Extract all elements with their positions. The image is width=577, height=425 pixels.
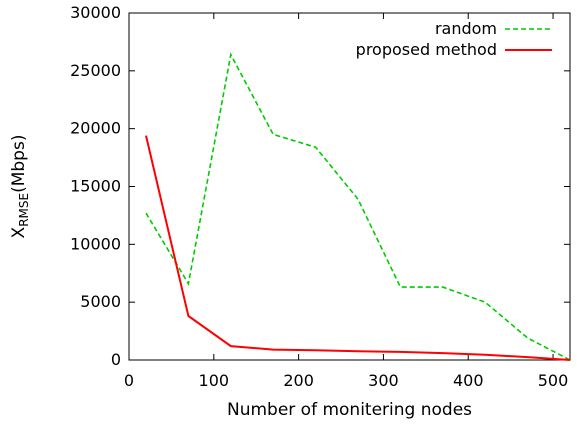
legend-label: proposed method [356,40,497,59]
x-tick-label: 0 [124,371,134,390]
x-tick-label: 200 [283,371,314,390]
y-axis-label-unit: (Mbps) [9,135,29,193]
legend: random proposed method [356,19,552,59]
x-tick-label: 100 [199,371,230,390]
y-tick-label: 25000 [70,61,121,80]
y-tick-label: 10000 [70,234,121,253]
plot-frame [128,12,571,361]
plot-area: 0 5000 10000 15000 20000 25000 30000 0 100 200 30… [70,3,571,390]
series-line-random [145,52,571,361]
x-tick-label: 300 [368,371,399,390]
legend-label: random [435,19,497,38]
y-tick-label: 30000 [70,3,121,22]
y-tick-label: 20000 [70,119,121,138]
y-axis-label: XRMSE(Mbps) [9,135,31,239]
y-tick-label: 0 [111,350,121,369]
x-tick-label: 400 [453,371,484,390]
x-axis-label: Number of monitering nodes [227,400,472,420]
y-axis: 0 5000 10000 15000 20000 25000 30000 [70,3,570,369]
y-tick-label: 15000 [70,177,121,196]
x-axis: 0 100 200 300 400 500 [124,13,568,390]
series-layer [145,52,571,361]
series-line-proposed-method [145,135,571,361]
y-axis-label-subscript: RMSE [17,193,31,227]
y-tick-label: 5000 [80,292,121,311]
x-tick-label: 500 [538,371,569,390]
y-axis-label-main: X [9,226,29,238]
